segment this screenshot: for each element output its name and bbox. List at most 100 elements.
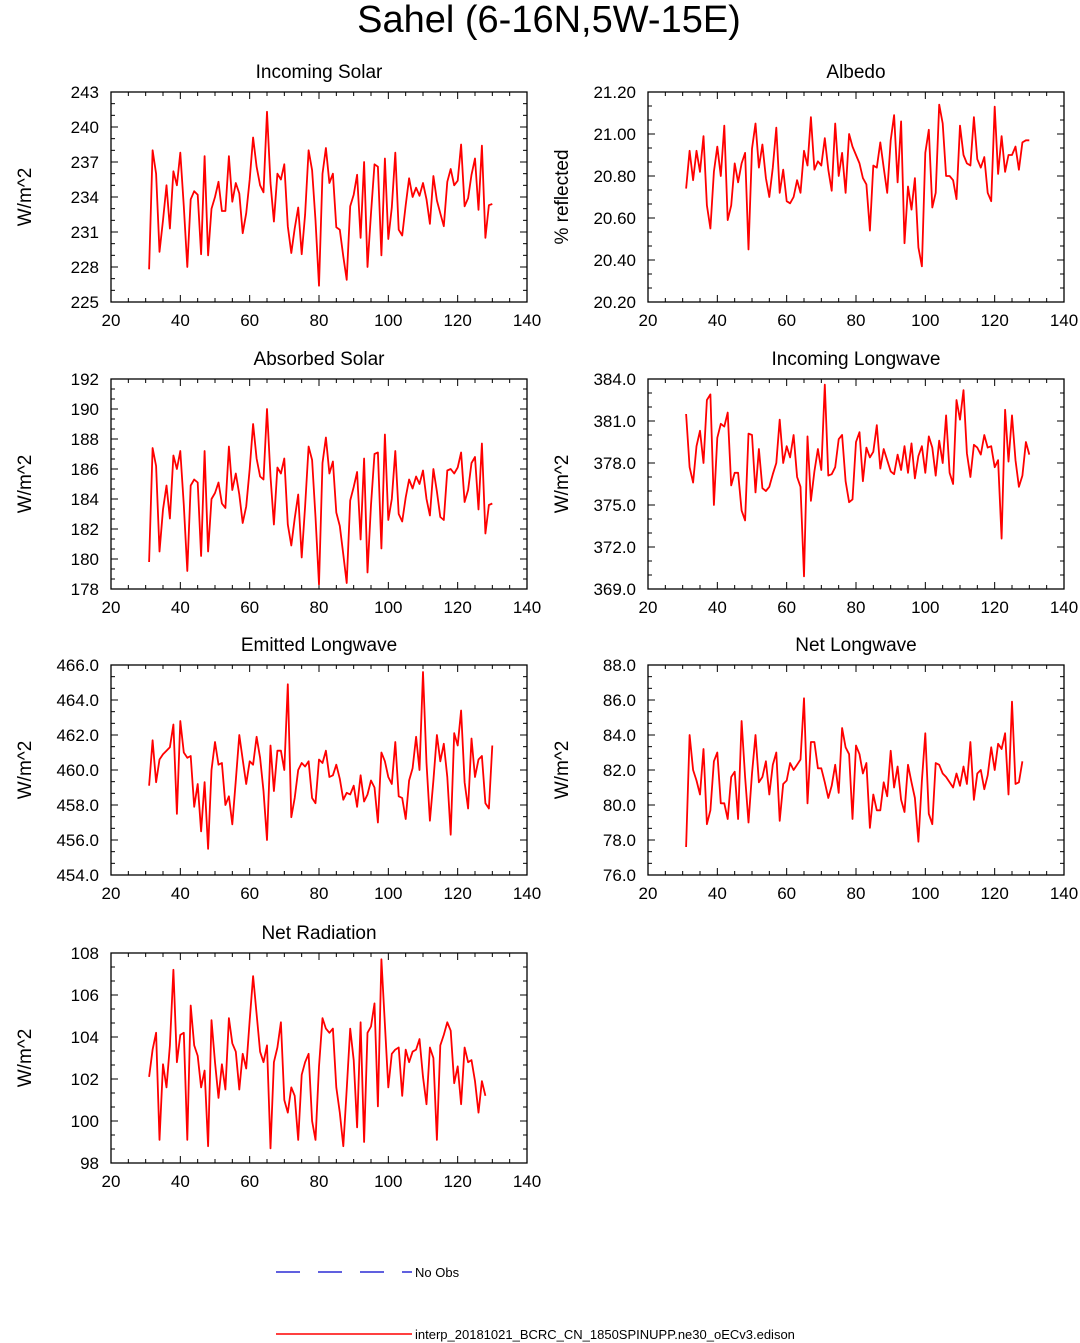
y-tick-label: 186 [71,460,99,479]
y-tick-label: 372.0 [593,538,636,557]
series-line [685,103,1030,268]
y-tick-label: 108 [71,944,99,963]
x-tick-label: 100 [911,884,939,903]
x-tick-label: 120 [980,884,1008,903]
x-tick-label: 60 [777,884,796,903]
x-tick-label: 80 [847,311,866,330]
x-tick-label: 80 [847,598,866,617]
y-axis-label: W/m^2 [552,455,573,514]
panel-title: Emitted Longwave [241,635,397,656]
y-tick-label: 237 [71,153,99,172]
series-line [148,408,493,586]
x-tick-label: 80 [310,884,329,903]
x-tick-label: 100 [374,884,402,903]
x-tick-label: 40 [171,598,190,617]
x-tick-label: 60 [240,311,259,330]
y-tick-label: 234 [71,188,99,207]
y-tick-label: 184 [71,490,99,509]
x-tick-label: 140 [1050,884,1078,903]
y-tick-label: 20.60 [593,209,636,228]
legend-obs-label: No Obs [415,1265,460,1280]
x-tick-label: 80 [310,1172,329,1191]
x-tick-label: 40 [708,598,727,617]
y-tick-label: 225 [71,293,99,312]
series-line [148,958,487,1150]
panel-title: Albedo [826,62,885,83]
y-tick-label: 20.80 [593,167,636,186]
x-tick-label: 20 [102,598,121,617]
panel-absorbed-solar: 20 40 60 80 100 120 140 178 180 182 184 186 188 190 19… [15,349,541,617]
y-axis-label: % reflected [552,149,573,244]
y-tick-label: 98 [80,1154,99,1173]
x-tick-label: 60 [777,598,796,617]
y-tick-label: 76.0 [603,866,636,885]
x-tick-label: 120 [443,311,471,330]
y-axis-label: W/m^2 [15,168,36,227]
panel-net-radiation: 20 40 60 80 100 120 140 98 100 102 104 106 108 Net Ra… [15,923,541,1191]
y-tick-label: 188 [71,430,99,449]
x-tick-label: 60 [777,311,796,330]
panel-title: Net Longwave [795,635,916,656]
y-tick-label: 21.20 [593,83,636,102]
plot-frame [647,91,1065,303]
y-tick-label: 102 [71,1070,99,1089]
x-tick-label: 100 [374,311,402,330]
y-tick-label: 243 [71,83,99,102]
series-line [148,671,494,850]
y-tick-label: 20.40 [593,251,636,270]
panel-title: Net Radiation [261,923,376,944]
y-axis-label: W/m^2 [15,455,36,514]
series-line [148,110,493,287]
y-tick-label: 100 [71,1112,99,1131]
panel-incoming-solar: 20 40 60 80 100 120 140 225 228 231 234 237 240 243 In… [15,62,541,330]
panel-incoming-longwave: 20 40 60 80 100 120 140 369.0 372.0 375.0 378.0 381… [552,349,1078,617]
y-tick-label: 104 [71,1028,99,1047]
panel-title: Incoming Longwave [772,349,941,370]
y-tick-label: 466.0 [56,656,99,675]
y-tick-label: 369.0 [593,580,636,599]
y-tick-label: 86.0 [603,691,636,710]
x-tick-label: 40 [708,884,727,903]
x-tick-label: 60 [240,884,259,903]
y-tick-label: 240 [71,118,99,137]
y-tick-label: 462.0 [56,726,99,745]
panel-net-longwave: 20 40 60 80 100 120 140 76.0 78.0 80.0 82.0 84.0 86.… [552,635,1078,903]
y-axis-label: W/m^2 [15,741,36,800]
x-tick-label: 80 [310,598,329,617]
x-tick-label: 140 [513,884,541,903]
page-title: Sahel (6-16N,5W-15E) [357,0,741,41]
x-tick-label: 20 [102,884,121,903]
x-tick-label: 40 [171,311,190,330]
panel-albedo: 20 40 60 80 100 120 140 20.20 20.40 20.60 20.80 21.… [552,62,1078,330]
x-tick-label: 20 [102,311,121,330]
y-tick-label: 460.0 [56,761,99,780]
x-tick-label: 20 [639,598,658,617]
y-tick-label: 381.0 [593,412,636,431]
y-tick-label: 88.0 [603,656,636,675]
y-tick-label: 78.0 [603,831,636,850]
panel-title: Absorbed Solar [254,349,386,370]
y-tick-label: 192 [71,370,99,389]
x-tick-label: 100 [374,1172,402,1191]
x-tick-label: 140 [1050,311,1078,330]
series-line [685,383,1031,578]
legend: No Obs interp_20181021_BCRC_CN_1850SPINU… [276,1265,795,1342]
y-tick-label: 464.0 [56,691,99,710]
y-tick-label: 190 [71,400,99,419]
y-tick-label: 375.0 [593,496,636,515]
x-tick-label: 120 [980,311,1008,330]
y-tick-label: 180 [71,550,99,569]
x-tick-label: 140 [513,311,541,330]
y-tick-label: 82.0 [603,761,636,780]
x-tick-label: 40 [171,884,190,903]
x-tick-label: 40 [708,311,727,330]
legend-model-label: interp_20181021_BCRC_CN_1850SPINUPP.ne30… [415,1327,795,1342]
x-tick-label: 60 [240,1172,259,1191]
y-tick-label: 231 [71,223,99,242]
y-axis-label: W/m^2 [552,741,573,800]
plot-frame [647,664,1065,876]
y-tick-label: 178 [71,580,99,599]
x-tick-label: 140 [513,598,541,617]
x-tick-label: 140 [1050,598,1078,617]
